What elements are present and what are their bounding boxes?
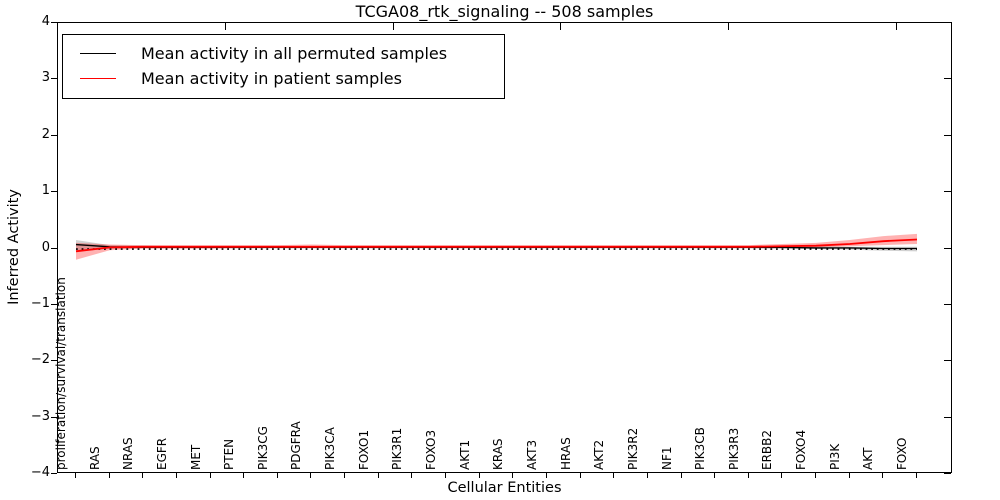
x-tick-label: PIK3R3 bbox=[726, 427, 741, 470]
y-tick-mark-left bbox=[51, 22, 57, 23]
legend-label-patient: Mean activity in patient samples bbox=[141, 69, 402, 88]
x-tick-label: KRAS bbox=[491, 438, 506, 470]
y-tick-mark-left bbox=[51, 134, 57, 136]
x-tick-label: AKT2 bbox=[592, 439, 607, 470]
x-tick-label: PTEN bbox=[222, 438, 237, 470]
x-tick-mark-bottom bbox=[108, 473, 110, 478]
y-tick-mark-right bbox=[944, 473, 951, 474]
line-mean-activity-in-patient-samples bbox=[75, 238, 918, 253]
legend-entry-permuted: Mean activity in all permuted samples bbox=[63, 41, 504, 66]
x-tick-mark-top bbox=[896, 23, 897, 30]
y-tick-mark-right bbox=[944, 134, 951, 136]
x-tick-mark-bottom bbox=[445, 473, 447, 478]
legend: Mean activity in all permuted samples Me… bbox=[62, 34, 505, 99]
x-tick-mark-bottom bbox=[680, 473, 682, 478]
x-tick-label: FOXO4 bbox=[794, 429, 809, 470]
y-tick-mark-left bbox=[51, 78, 57, 80]
x-tick-mark-bottom bbox=[747, 473, 749, 478]
y-tick-mark-left bbox=[51, 247, 57, 249]
x-tick-mark-bottom bbox=[209, 473, 211, 478]
y-tick-mark-right bbox=[944, 22, 951, 23]
x-tick-mark-top bbox=[224, 23, 226, 30]
y-tick-mark-right bbox=[944, 360, 951, 362]
legend-label-permuted: Mean activity in all permuted samples bbox=[141, 44, 448, 63]
y-tick-mark-right bbox=[944, 78, 951, 80]
x-tick-label: ERBB2 bbox=[760, 429, 775, 470]
x-tick-mark-bottom bbox=[142, 473, 144, 478]
y-tick-label: −1 bbox=[30, 295, 50, 311]
x-tick-label: PIK3CB bbox=[693, 427, 708, 470]
x-tick-label: RAS bbox=[87, 446, 102, 470]
x-tick-label: PIK3R1 bbox=[390, 427, 405, 470]
x-tick-mark-bottom bbox=[646, 473, 648, 478]
x-tick-mark-bottom bbox=[848, 473, 850, 478]
y-tick-label: −4 bbox=[30, 465, 50, 480]
y-tick-label: −3 bbox=[30, 408, 50, 424]
x-tick-mark-bottom bbox=[512, 473, 514, 478]
x-tick-label: NRAS bbox=[121, 437, 136, 470]
x-tick-label: HRAS bbox=[558, 437, 573, 470]
x-tick-mark-bottom bbox=[175, 473, 177, 478]
x-tick-mark-bottom bbox=[714, 473, 716, 478]
x-tick-label: PIK3CG bbox=[255, 426, 270, 470]
x-tick-mark-bottom bbox=[478, 473, 480, 478]
x-tick-label: PDGFRA bbox=[289, 421, 304, 470]
x-tick-mark-bottom bbox=[411, 473, 413, 478]
x-tick-label: AKT3 bbox=[524, 439, 539, 470]
x-tick-label: PI3K bbox=[827, 443, 842, 470]
y-tick-mark-left bbox=[51, 416, 57, 418]
x-tick-mark-bottom bbox=[613, 473, 615, 478]
x-tick-mark-bottom bbox=[310, 473, 312, 478]
x-tick-mark-bottom bbox=[815, 473, 817, 478]
y-tick-mark-right bbox=[944, 191, 951, 193]
y-tick-mark-left bbox=[51, 360, 57, 362]
x-tick-label: FOXO1 bbox=[356, 429, 371, 470]
x-tick-mark-bottom bbox=[344, 473, 346, 478]
x-tick-mark-top bbox=[392, 23, 394, 30]
x-tick-mark-bottom bbox=[916, 473, 917, 478]
x-tick-mark-top bbox=[728, 23, 730, 30]
x-tick-label: MET bbox=[188, 444, 203, 470]
x-tick-mark-top bbox=[560, 23, 562, 30]
x-tick-mark-bottom bbox=[781, 473, 783, 478]
x-tick-label: proliferation/survival/translation bbox=[54, 277, 68, 470]
y-tick-label: 4 bbox=[41, 14, 50, 29]
patient-line-swatch-icon bbox=[80, 78, 116, 79]
x-tick-mark-bottom bbox=[75, 473, 76, 478]
x-tick-label: AKT1 bbox=[457, 439, 472, 470]
y-tick-mark-left bbox=[51, 473, 57, 474]
x-tick-label: PIK3CA bbox=[323, 427, 338, 470]
x-tick-mark-bottom bbox=[579, 473, 581, 478]
y-tick-mark-right bbox=[944, 416, 951, 418]
y-tick-label: 2 bbox=[41, 126, 50, 142]
chart-canvas bbox=[75, 233, 918, 260]
x-tick-label: AKT bbox=[861, 447, 876, 470]
x-tick-label: NF1 bbox=[659, 446, 674, 470]
x-tick-mark-bottom bbox=[377, 473, 379, 478]
chart-title: TCGA08_rtk_signaling -- 508 samples bbox=[355, 2, 654, 21]
y-tick-mark-left bbox=[51, 191, 57, 193]
band-mean-activity-in-all-permuted-samples bbox=[76, 240, 917, 252]
permuted-line-swatch-icon bbox=[80, 53, 116, 54]
x-tick-mark-bottom bbox=[276, 473, 278, 478]
x-tick-label: EGFR bbox=[154, 437, 169, 470]
x-tick-label: FOXO3 bbox=[424, 429, 439, 470]
x-axis-label: Cellular Entities bbox=[447, 480, 562, 496]
y-tick-mark-right bbox=[944, 247, 951, 249]
y-tick-label: −2 bbox=[30, 352, 50, 368]
y-tick-label: 3 bbox=[41, 70, 50, 86]
x-tick-mark-bottom bbox=[545, 473, 547, 478]
x-tick-mark-bottom bbox=[882, 473, 884, 478]
y-tick-label: 1 bbox=[41, 183, 50, 199]
y-tick-mark-left bbox=[51, 303, 57, 305]
x-tick-label: PIK3R2 bbox=[625, 427, 640, 470]
legend-entry-patient: Mean activity in patient samples bbox=[63, 66, 504, 91]
x-tick-mark-bottom bbox=[243, 473, 245, 478]
x-tick-label: FOXO bbox=[895, 437, 909, 470]
y-tick-mark-right bbox=[944, 303, 951, 305]
y-tick-label: 0 bbox=[41, 239, 50, 255]
